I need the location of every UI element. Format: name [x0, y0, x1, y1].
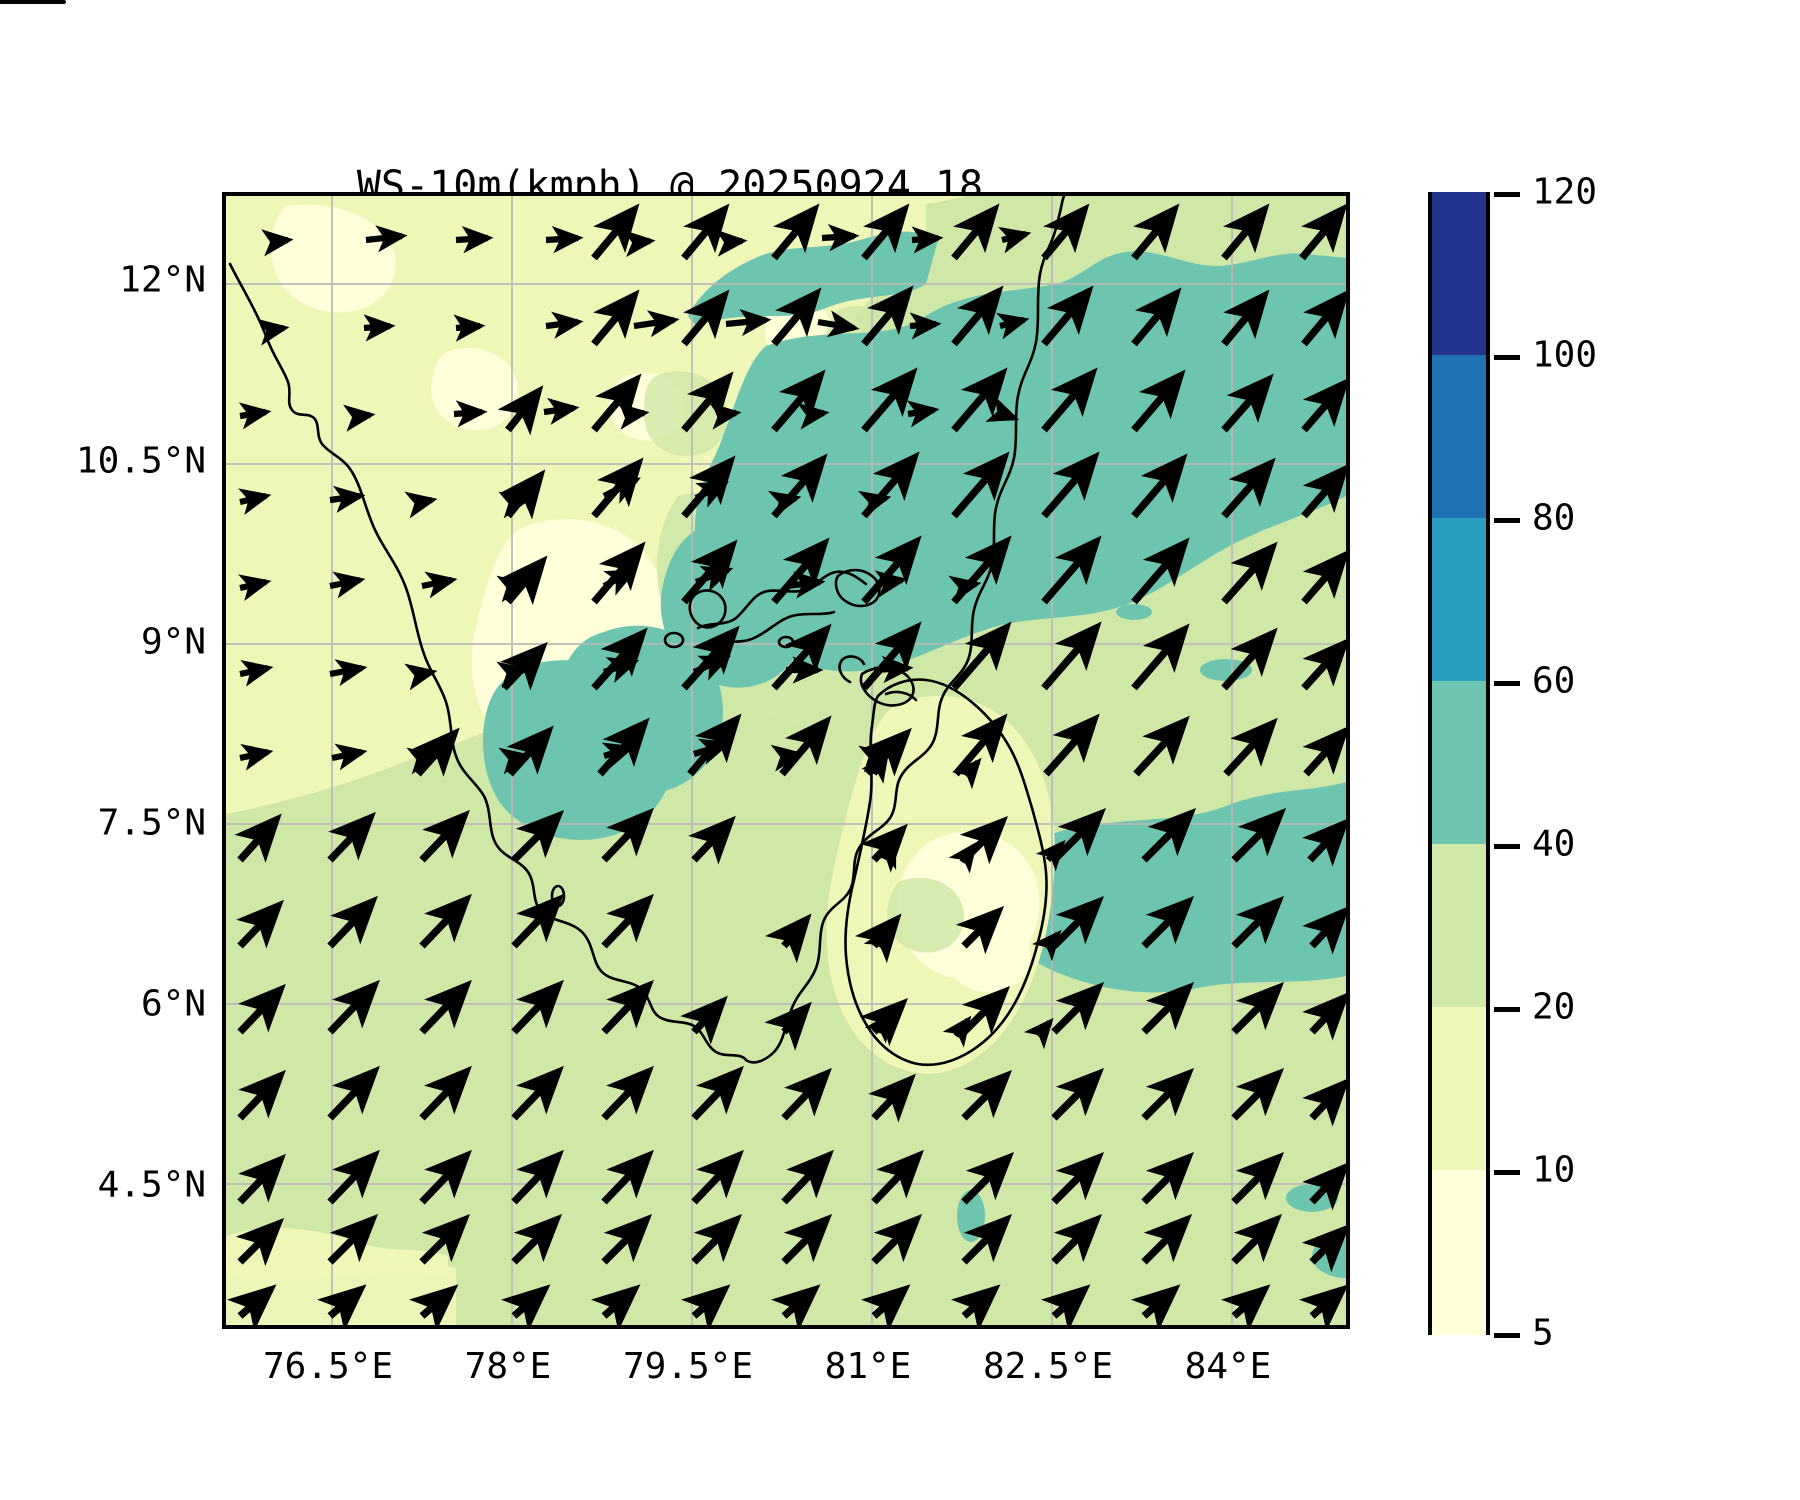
colorbar-tick-80	[1494, 518, 1520, 523]
wind-vectors-sri-lanka	[861, 751, 1066, 1050]
ytick-label-9n: 9°N	[140, 621, 206, 663]
colorbar-band-100-120	[1432, 192, 1486, 355]
colorbar-tick-20	[1494, 1007, 1520, 1012]
colorbar-band-20-40	[1432, 844, 1486, 1007]
colorbar-band-40-60	[1432, 681, 1486, 844]
region-5-10-b	[431, 347, 519, 431]
colorbar-band-80-100	[1432, 355, 1486, 518]
xtick-label-79-5e: 79.5°E	[622, 1346, 754, 1387]
colorbar-ticklabel-100: 100	[1532, 334, 1598, 376]
colorbar-ticklabel-60: 60	[1532, 660, 1576, 702]
ytick-label-12n: 12°N	[119, 259, 206, 301]
colorbar-tick-10	[1494, 1170, 1520, 1175]
wind-vectors-strong	[227, 203, 1346, 1325]
map-clip-region	[226, 196, 1346, 1325]
xtick-label-84e: 84°E	[1184, 1346, 1272, 1387]
colorbar-ticklabel-120: 120	[1532, 171, 1598, 213]
region-5-10-a	[270, 204, 396, 313]
xtick-label-81e: 81°E	[824, 1346, 912, 1387]
colorbar-tick-5	[1494, 1333, 1520, 1338]
ytick-label-7-5n: 7.5°N	[97, 802, 206, 844]
colorbar-tick-60	[1494, 681, 1520, 686]
map-plot-area[interactable]	[222, 192, 1350, 1329]
xtick-label-78e: 78°E	[464, 1346, 552, 1387]
colorbar-tick-120	[1494, 192, 1520, 197]
colorbar-tick-100	[1494, 355, 1520, 360]
xtick-label-82-5e: 82.5°E	[982, 1346, 1114, 1387]
ytick-label-10-5n: 10.5°N	[75, 440, 206, 482]
colorbar-tick-40	[1494, 844, 1520, 849]
colorbar-ticklabel-10: 10	[1532, 1149, 1576, 1191]
colorbar-ticklabel-80: 80	[1532, 497, 1576, 539]
colorbar[interactable]	[1428, 192, 1490, 1335]
colorbar-ticklabel-20: 20	[1532, 986, 1576, 1028]
colorbar-ticklabel-40: 40	[1532, 823, 1576, 865]
xtick-label-76-5e: 76.5°E	[262, 1346, 394, 1387]
colorbar-ticklabel-5: 5	[1532, 1312, 1554, 1354]
ytick-label-4-5n: 4.5°N	[97, 1164, 206, 1206]
ytick-label-6n: 6°N	[140, 983, 206, 1025]
colorbar-extend-max-arrow	[0, 0, 66, 4]
colorbar-band-10-20	[1432, 1007, 1486, 1170]
colorbar-band-5-10	[1432, 1170, 1486, 1335]
wind-speed-map	[226, 196, 1346, 1325]
colorbar-band-60-80	[1432, 518, 1486, 681]
